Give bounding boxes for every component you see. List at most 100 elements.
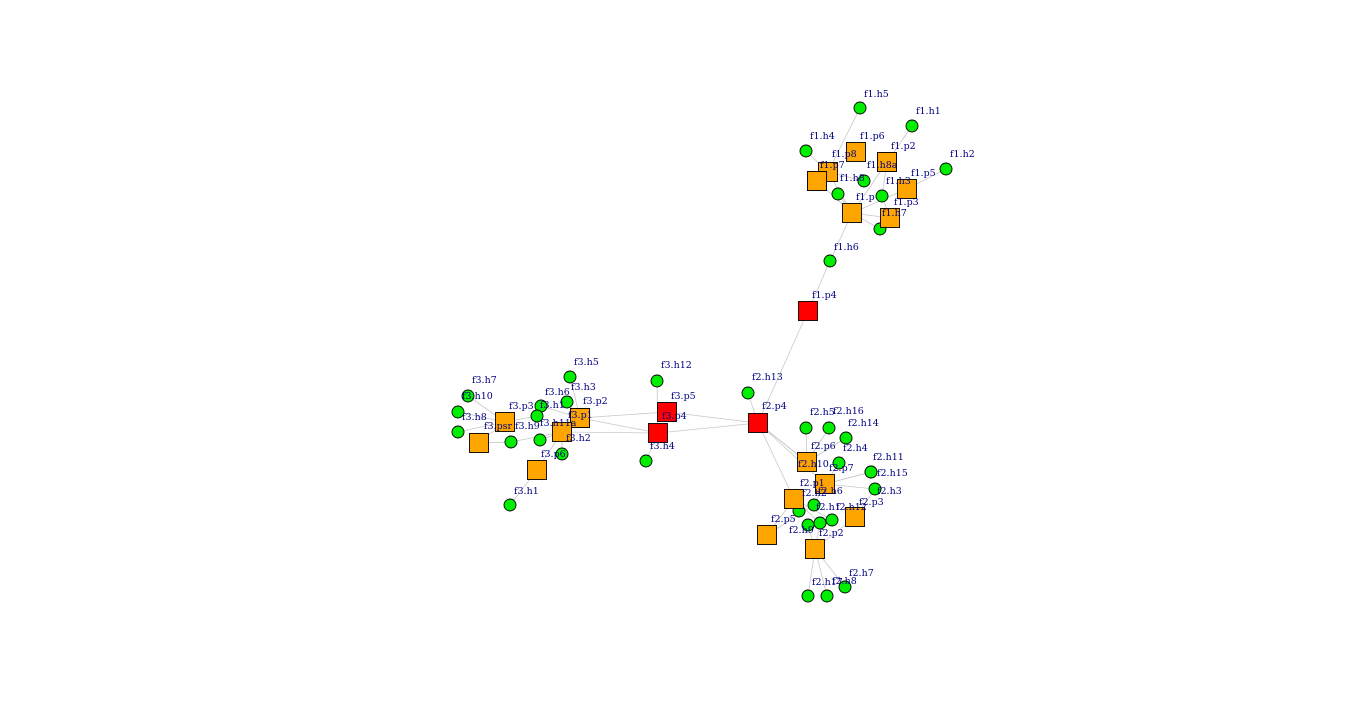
node-label-f2-h13: f2.h13 [752,372,783,383]
node-f2-h6[interactable] [807,498,821,512]
node-f3-h11a[interactable] [552,422,572,442]
node-label-f1-p3: f1.p3 [894,197,919,208]
node-f3-p5[interactable] [657,402,677,422]
node-f1-h2[interactable] [939,162,953,176]
node-label-f1-h7: f1.h7 [882,208,907,219]
node-f2-h3[interactable] [868,482,882,496]
node-f1-h5[interactable] [853,101,867,115]
node-f1-p3[interactable] [880,208,900,228]
node-f1-p6[interactable] [846,142,866,162]
node-label-f1-h5: f1.h5 [864,89,889,100]
node-f2-p4[interactable] [748,413,768,433]
node-f3-h2[interactable] [533,433,547,447]
node-f1-h8b[interactable] [857,174,871,188]
node-f3-h1[interactable] [503,498,517,512]
node-f2-h16[interactable] [822,421,836,435]
node-label-f3-h6: f3.h6 [545,387,570,398]
node-label-f2-h15: f2.h15 [877,468,908,479]
node-label-f3-h11a: f3.h11a [540,418,577,429]
edge-f2-p4-f3-p5 [666,411,759,424]
node-f2-h8[interactable] [820,589,834,603]
node-f2-h9[interactable] [801,518,815,532]
node-f1-p9[interactable] [807,171,827,191]
node-f3-h4[interactable] [639,454,653,468]
node-f2-h13[interactable] [741,386,755,400]
node-label-f1-p4: f1.p4 [812,290,837,301]
edge-f3-p4-f3-p1 [579,417,659,434]
node-label-f2-h3: f2.h3 [877,486,902,497]
node-f2-h4[interactable] [832,456,846,470]
node-f2-h5[interactable] [799,421,813,435]
node-label-f2-p4: f2.p4 [762,401,787,412]
node-label-f1-p6: f1.p6 [860,131,885,142]
node-label-f3-h3: f3.h3 [571,382,596,393]
node-f3-p1[interactable] [570,408,590,428]
node-f2-h2[interactable] [825,513,839,527]
node-f3-h10[interactable] [451,405,465,419]
node-label-f1-h1: f1.h1 [916,106,941,117]
node-f3-psr[interactable] [469,433,489,453]
node-f3-h3[interactable] [560,395,574,409]
node-f3-h9[interactable] [504,435,518,449]
node-f1-h8a[interactable] [877,152,897,172]
node-f1-hx[interactable] [831,187,845,201]
node-f2-p2[interactable] [805,539,825,559]
node-f2-p3[interactable] [845,507,865,527]
node-label-f2-h7: f2.h7 [849,568,874,579]
node-label-f1-h8a: f1.h8a [867,160,898,171]
node-f1-h6[interactable] [823,254,837,268]
node-label-f1-p7: f1.p7 [820,160,845,171]
node-label-f2-h6: f2.h6 [818,486,843,497]
node-f2-h7[interactable] [838,580,852,594]
node-label-f3-h8: f3.h8 [462,412,487,423]
node-label-f2-p6: f2.p6 [811,441,836,452]
node-label-f2-p5: f2.p5 [771,514,796,525]
node-f3-p3[interactable] [495,412,515,432]
node-label-f2-h10: f2.h10 [798,459,829,470]
edge-f2-p4-f2-p7 [757,422,826,485]
node-label-f3-p3: f3.p3 [509,401,534,412]
node-label-f3-p2: f3.p2 [583,396,608,407]
edge-f1-p8-f1-h5 [827,107,861,173]
edge-f2-p4-f3-p4 [657,422,759,434]
edge-f3-p4-f3-h11a [561,431,659,434]
node-f3-h8[interactable] [451,425,465,439]
node-label-f3-h10: f3.h10 [462,391,493,402]
node-label-f3-h4: f3.h4 [650,441,675,452]
node-label-f2-p1: f2.p1 [800,478,825,489]
node-f2-p7[interactable] [815,474,835,494]
node-f3-h7[interactable] [461,389,475,403]
node-label-f1-p5: f1.p5 [911,168,936,179]
node-label-f2-h12: f2.h12 [836,502,867,513]
edge-f2-p4-f2-p1 [757,422,795,500]
node-f3-h5[interactable] [563,370,577,384]
node-label-f3-p4: f3.p4 [662,411,687,422]
node-label-f2-p2: f2.p2 [819,528,844,539]
node-f2-h14[interactable] [839,431,853,445]
node-f3-hx[interactable] [555,447,569,461]
node-f2-h15[interactable] [864,465,878,479]
node-f3-p4[interactable] [648,423,668,443]
node-f2-p5[interactable] [757,525,777,545]
node-f2-p6[interactable] [797,452,817,472]
node-label-f2-h14: f2.h14 [848,418,879,429]
node-f2-h17[interactable] [801,589,815,603]
node-f1-h3[interactable] [875,189,889,203]
node-f1-h4[interactable] [799,144,813,158]
node-f3-h1b[interactable] [530,409,544,423]
labels-layer: f1.h5 f1.h1 f1.h4 f1.p6 f1.p2 f1.h2 f1.p8f1.p7… [462,89,975,588]
node-label-f2-h17: f2.h17 [812,577,843,588]
node-f1-h1[interactable] [905,119,919,133]
node-label-f3-h1b: f3.h1 [540,400,565,411]
node-f1-p4[interactable] [798,301,818,321]
node-label-f2-h2: f2.h2 [802,488,827,499]
node-f1-p1[interactable] [842,203,862,223]
node-label-f2-h1: f2.h1 [816,502,841,513]
node-f2-p1[interactable] [784,489,804,509]
edge-f3-p5-f3-p1 [579,411,668,419]
node-label-f1-p2: f1.p2 [891,141,916,152]
node-f1-p5[interactable] [897,179,917,199]
node-label-f3-p1: f3.p1 [568,410,593,421]
node-f3-p6[interactable] [527,460,547,480]
node-f3-h12[interactable] [650,374,664,388]
